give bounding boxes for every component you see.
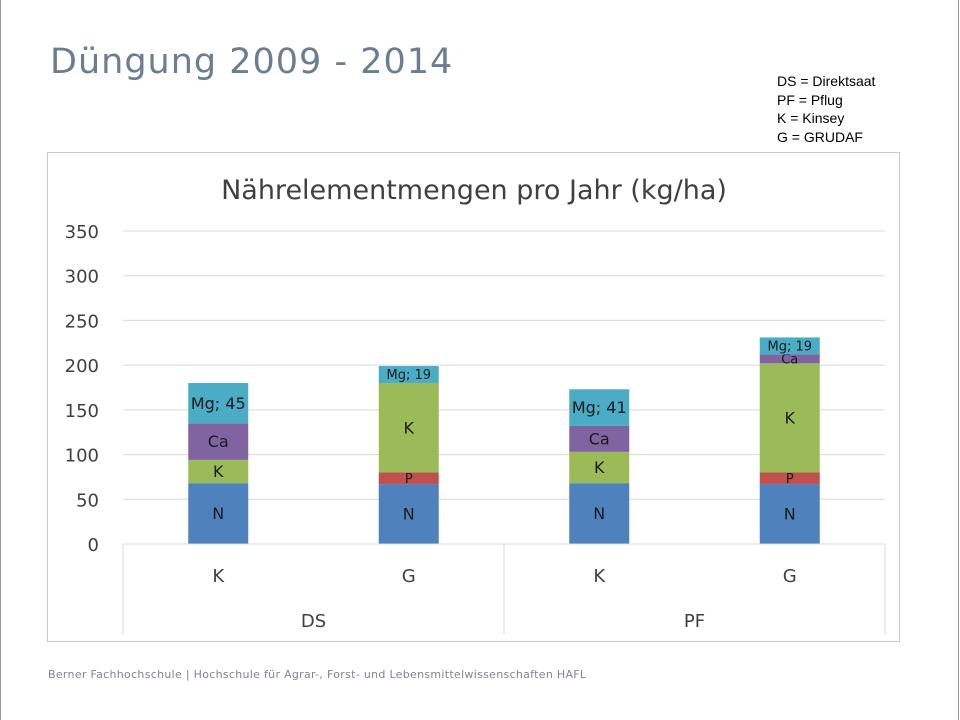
abbreviation-legend: DS = Direktsaat PF = Pflug K = Kinsey G … [777, 72, 875, 146]
data-label: K [785, 409, 796, 428]
bar-segment-n [759, 484, 820, 544]
slide-title: Düngung 2009 - 2014 [50, 42, 454, 82]
bar-segment-p [759, 472, 820, 485]
data-label: K [594, 458, 605, 477]
x-tick-label: K [593, 566, 606, 587]
data-label: K [213, 462, 224, 481]
y-tick-label: 150 [65, 401, 99, 422]
data-label: Ca [589, 430, 610, 449]
bar-segment-k [759, 363, 820, 473]
bar-segment-mg [759, 337, 820, 355]
data-label: Mg; 45 [191, 394, 246, 413]
bar-segment-mg [569, 389, 630, 426]
bar-segment-ca [759, 354, 820, 364]
bar-segment-k [378, 383, 439, 473]
bar-segment-ca [569, 425, 630, 452]
x-tick-label: G [402, 566, 416, 587]
y-tick-label: 200 [65, 356, 99, 377]
data-label: Mg; 41 [572, 398, 627, 417]
nutrient-chart: Nährelementmengen pro Jahr (kg/ha) 0 50 10… [47, 152, 900, 642]
slide-frame-right [958, 0, 959, 720]
legend-note-pf: PF = Pflug [777, 91, 843, 108]
x-tick-label: G [783, 566, 797, 587]
data-label: N [593, 504, 605, 523]
legend-note-k: K = Kinsey [777, 110, 845, 126]
chart-svg: Nährelementmengen pro Jahr (kg/ha) 0 50 10… [47, 152, 900, 642]
bar-segment-k [188, 459, 249, 484]
data-label: P [405, 472, 413, 487]
y-tick-label: 50 [76, 490, 99, 511]
data-label: Ca [208, 432, 229, 451]
y-tick-label: 0 [88, 535, 99, 556]
bar-segment-p [378, 472, 439, 485]
data-label: Mg; 19 [767, 339, 812, 354]
bar-segment-n [569, 483, 630, 544]
legend-note-g: G = GRUDAF [777, 128, 863, 145]
data-label: Ca [781, 352, 798, 367]
y-tick-label: 350 [65, 222, 99, 243]
x-group-label: PF [684, 611, 705, 632]
x-tick-label: K [212, 566, 225, 587]
bar-segment-k [569, 451, 630, 484]
slide-frame-left [0, 0, 1, 720]
y-tick-label: 250 [65, 311, 99, 332]
bar-segment-ca [188, 423, 249, 460]
bar-segment-mg [188, 383, 249, 424]
y-tick-label: 300 [65, 267, 99, 288]
bar-segment-n [378, 484, 439, 544]
bar-segment-n [188, 483, 249, 544]
x-group-label: DS [301, 611, 326, 632]
data-label: N [212, 504, 224, 523]
data-label: K [404, 418, 415, 437]
y-tick-label: 100 [65, 446, 99, 467]
bar-segment-mg [378, 366, 439, 384]
data-label: N [784, 505, 796, 524]
chart-title: Nährelementmengen pro Jahr (kg/ha) [221, 175, 727, 206]
legend-note-ds: DS = Direktsaat [777, 73, 876, 89]
data-label: P [786, 472, 794, 487]
data-label: Mg; 19 [386, 368, 431, 383]
footer-text: Berner Fachhochschule | Hochschule für A… [48, 668, 587, 681]
data-label: N [403, 505, 415, 524]
